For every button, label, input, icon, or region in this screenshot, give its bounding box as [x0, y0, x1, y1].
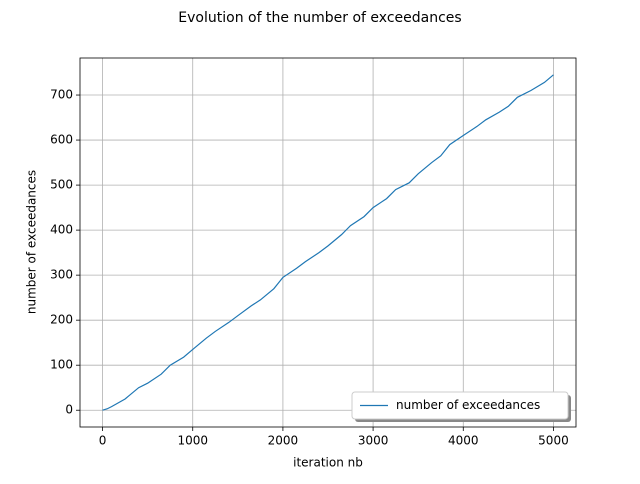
- legend: [351, 391, 569, 420]
- chart-title: Evolution of the number of exceedances: [178, 10, 461, 26]
- y-tick-label: 500: [50, 178, 73, 192]
- y-tick-label: 300: [50, 268, 73, 282]
- y-tick-label: 100: [50, 358, 73, 372]
- y-axis-label: number of exceedances: [25, 170, 39, 314]
- y-tick-label: 400: [50, 223, 73, 237]
- plot-frame: [79, 57, 577, 428]
- x-axis-label: iteration nb: [293, 456, 363, 470]
- y-tick-label: 200: [50, 313, 73, 327]
- x-tick-label: 3000: [358, 434, 389, 448]
- y-tick-label: 0: [65, 403, 73, 417]
- x-tick-label: 5000: [538, 434, 569, 448]
- x-tick-label: 1000: [177, 434, 208, 448]
- y-tick-label: 700: [50, 88, 73, 102]
- y-tick-label: 600: [50, 133, 73, 147]
- x-tick-label: 0: [99, 434, 107, 448]
- x-tick-label: 4000: [448, 434, 479, 448]
- line: [102, 74, 554, 411]
- legend-label: number of exceedances: [396, 398, 540, 412]
- x-tick-label: 2000: [268, 434, 299, 448]
